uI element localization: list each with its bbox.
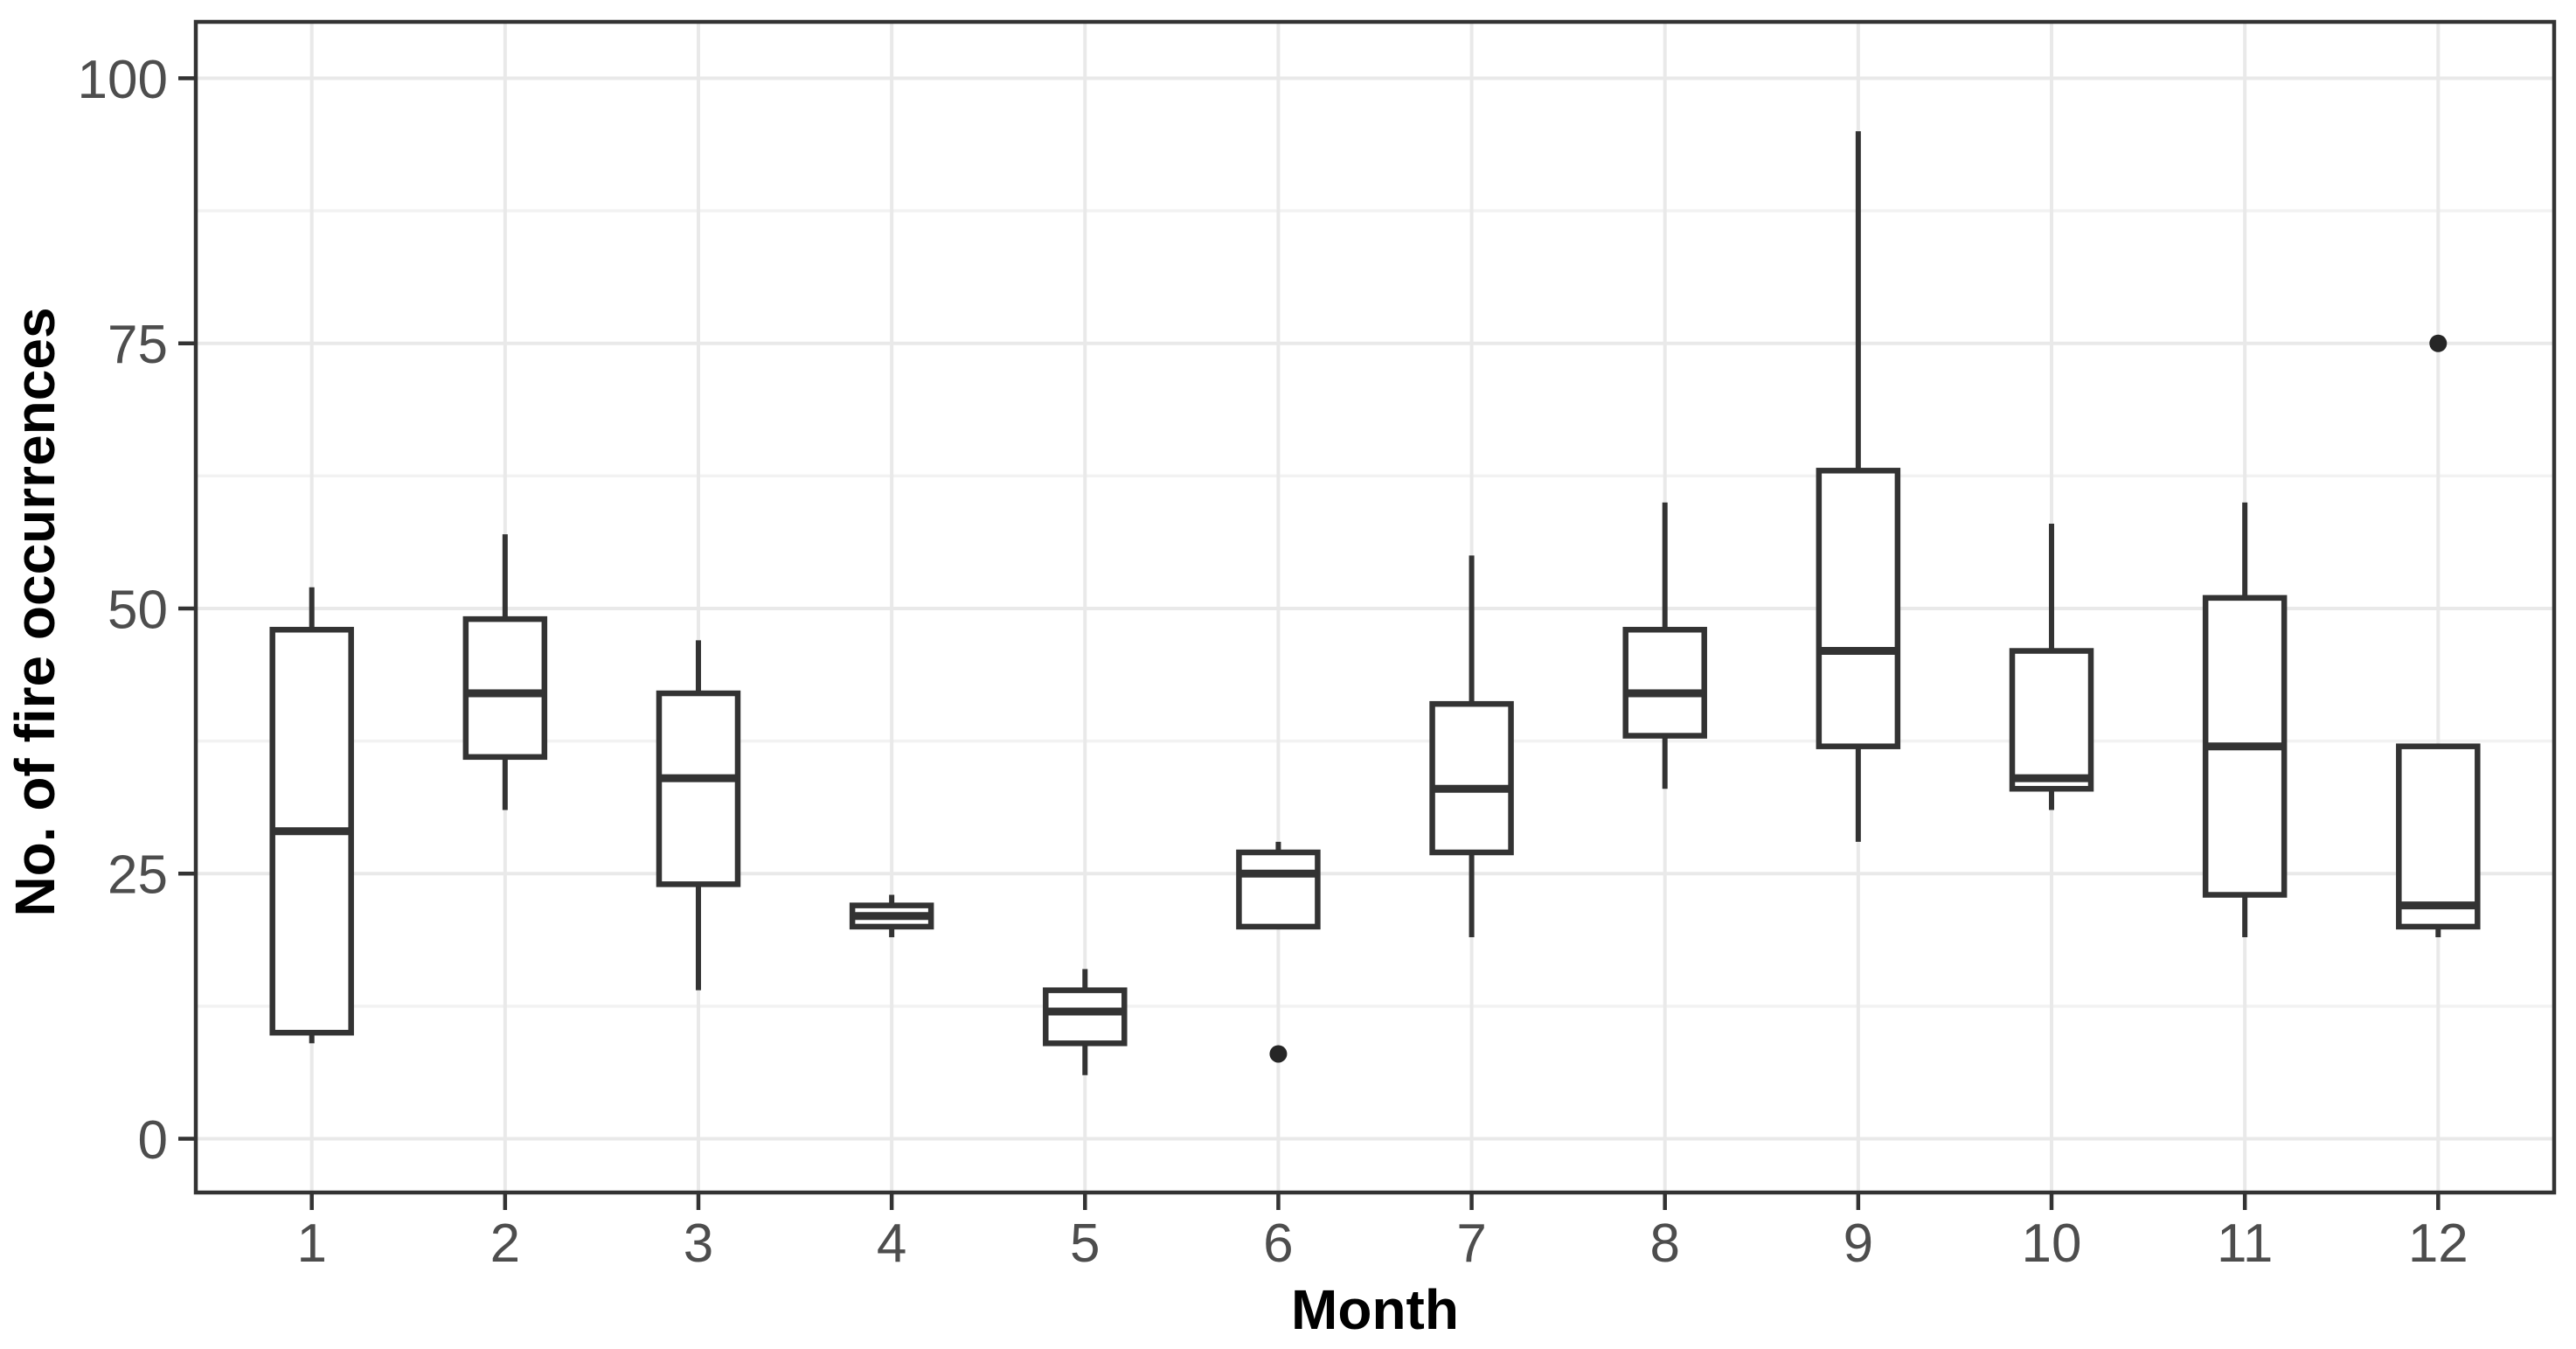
x-tick-label-month-10: 10 [2022,1213,2082,1274]
boxplot-month-12 [2396,334,2481,938]
iqr-box-month-12 [2396,743,2481,930]
boxplot-month-1 [269,587,354,1044]
x-tick-label-month-8: 8 [1649,1213,1679,1274]
x-tick-label-month-7: 7 [1456,1213,1486,1274]
outlier-point-month-12 [2429,334,2448,352]
iqr-box-month-5 [1043,987,1128,1047]
boxplot-month-11 [2202,502,2288,938]
x-tick-label-month-9: 9 [1843,1213,1873,1274]
x-tick-label-month-3: 3 [684,1213,713,1274]
iqr-box-month-6 [1236,849,1321,930]
boxplot-month-6 [1236,841,1321,1063]
x-tick-label-month-4: 4 [877,1213,906,1274]
gridline-layer [196,22,2554,1193]
y-axis-title: No. of fire occurrences [3,307,66,916]
x-tick-label-month-12: 12 [2408,1213,2468,1274]
x-tick-label-month-1: 1 [296,1213,326,1274]
iqr-box-month-2 [462,615,548,761]
x-axis-title: Month [1291,1278,1459,1341]
x-tick-label-month-5: 5 [1070,1213,1100,1274]
boxplot-layer [269,131,2481,1075]
x-tick-label-month-6: 6 [1263,1213,1293,1274]
y-tick-label-100: 100 [78,50,168,110]
boxplot-month-9 [1816,131,1901,842]
iqr-box-month-3 [656,690,741,887]
x-tick-label-month-11: 11 [2217,1213,2273,1274]
boxplot-month-8 [1622,502,1707,789]
iqr-box-month-9 [1816,468,1901,749]
y-tick-label-50: 50 [108,580,168,640]
iqr-box-month-8 [1622,627,1707,739]
outlier-point-month-6 [1269,1045,1288,1063]
y-tick-label-25: 25 [108,845,168,906]
iqr-box-month-10 [2009,648,2094,792]
boxplot-month-4 [849,894,934,938]
boxplot-month-2 [462,534,548,810]
boxplot-month-5 [1043,969,1128,1075]
x-tick-label-month-2: 2 [490,1213,520,1274]
iqr-box-month-7 [1429,700,1514,856]
boxplot-month-10 [2009,523,2094,810]
y-tick-label-0: 0 [138,1110,168,1171]
boxplot-month-7 [1429,555,1514,938]
axis-tick-layer [178,76,2441,1210]
y-tick-label-75: 75 [108,315,168,375]
boxplot-month-3 [656,640,741,991]
